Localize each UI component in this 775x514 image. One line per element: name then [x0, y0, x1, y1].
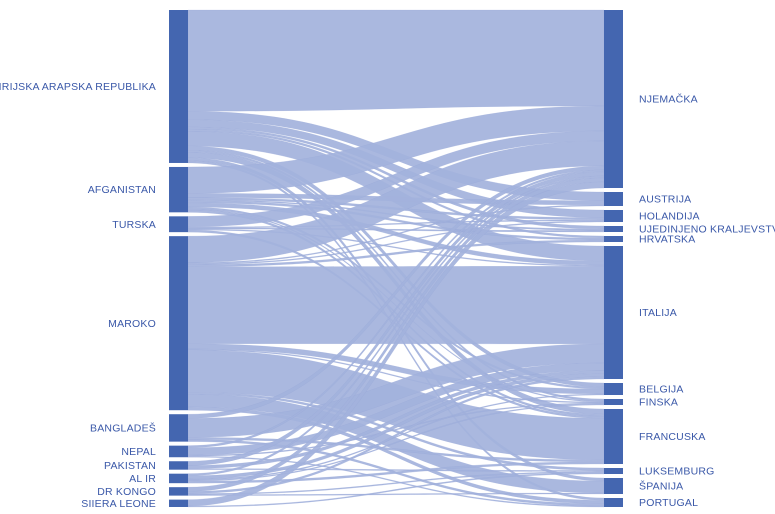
source-label-siiera-leone: SIIERA LEONE — [81, 498, 156, 510]
target-label-belgija: BELGIJA — [639, 384, 684, 396]
labels-layer: SIRIJSKA ARAPSKA REPUBLIKA AFGANISTAN TURS… — [0, 81, 775, 510]
link-maroko-to-italija — [187, 266, 605, 345]
source-node-maroko — [169, 236, 188, 411]
target-label-francuska: FRANCUSKA — [639, 431, 706, 443]
target-label-finska: FINSKA — [639, 397, 678, 409]
nodes-layer — [169, 10, 623, 507]
target-node-finska — [604, 399, 623, 405]
source-node-turska — [169, 216, 188, 233]
source-label-turska: TURSKA — [112, 219, 156, 231]
source-label-nepal: NEPAL — [121, 446, 156, 458]
target-label-italija: ITALIJA — [639, 307, 677, 319]
target-label-holandija: HOLANDIJA — [639, 211, 700, 223]
target-node-spanija — [604, 478, 623, 494]
links-layer — [187, 9, 605, 508]
target-label-spanija: ŠPANIJA — [639, 480, 683, 493]
source-node-dr-kongo — [169, 487, 188, 496]
source-label-pakistan: PAKISTAN — [104, 460, 156, 472]
target-node-francuska — [604, 409, 623, 464]
source-node-sirijska-arapska-republika — [169, 10, 188, 163]
target-node-belgija — [604, 383, 623, 395]
source-label-maroko: MAROKO — [108, 318, 156, 330]
target-node-luksemburg — [604, 468, 623, 474]
source-label-banglades: BANGLADEŠ — [90, 422, 156, 435]
link-sirijska-arapska-republika-to-njemacka — [187, 9, 605, 112]
source-node-banglades — [169, 414, 188, 442]
target-node-portugal — [604, 498, 623, 507]
source-label-sirijska-arapska-republika: SIRIJSKA ARAPSKA REPUBLIKA — [0, 81, 156, 93]
target-node-njemacka — [604, 10, 623, 188]
target-node-italija — [604, 246, 623, 379]
target-node-austrija — [604, 192, 623, 206]
target-label-njemacka: NJEMAČKA — [639, 93, 698, 106]
source-node-afganistan — [169, 166, 188, 213]
target-node-ujedinjeno-kraljevstvo — [604, 226, 623, 232]
target-label-hrvatska: HRVATSKA — [639, 234, 695, 246]
target-label-austrija: AUSTRIJA — [639, 194, 691, 206]
target-node-holandija — [604, 210, 623, 222]
target-label-ujedinjeno-kraljevstvo: UJEDINJENO KRALJEVSTVO — [639, 224, 775, 236]
source-node-pakistan — [169, 461, 188, 470]
target-label-portugal: PORTUGAL — [639, 497, 698, 509]
source-label-dr-kongo: DR KONGO — [97, 486, 156, 498]
source-label-afganistan: AFGANISTAN — [88, 184, 156, 196]
source-node-siiera-leone — [169, 499, 188, 507]
source-node-al-ir — [169, 473, 188, 484]
source-node-nepal — [169, 445, 188, 458]
target-node-hrvatska — [604, 236, 623, 242]
source-label-al-ir: AL IR — [129, 473, 156, 485]
target-label-luksemburg: LUKSEMBURG — [639, 466, 715, 478]
